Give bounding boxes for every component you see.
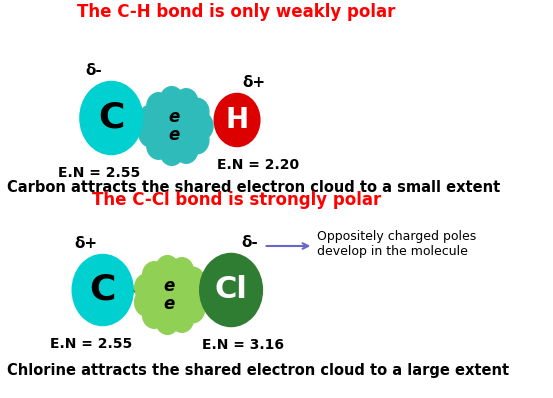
Circle shape <box>175 136 198 163</box>
Circle shape <box>181 267 205 295</box>
Circle shape <box>215 94 259 146</box>
Circle shape <box>156 307 179 334</box>
Text: H: H <box>226 106 249 134</box>
Circle shape <box>80 82 142 154</box>
Circle shape <box>134 289 158 316</box>
Circle shape <box>73 255 133 325</box>
Text: E.N = 2.55: E.N = 2.55 <box>50 337 132 351</box>
Text: E.N = 3.16: E.N = 3.16 <box>202 338 284 352</box>
Text: Cl: Cl <box>215 275 248 304</box>
Circle shape <box>156 256 179 283</box>
Circle shape <box>143 262 166 289</box>
Text: e: e <box>168 108 179 126</box>
Circle shape <box>185 281 208 309</box>
Text: Chlorine attracts the shared electron cloud to a large extent: Chlorine attracts the shared electron cl… <box>7 363 509 378</box>
Circle shape <box>185 126 209 154</box>
Text: Oppositely charged poles
develop in the molecule: Oppositely charged poles develop in the … <box>317 230 476 258</box>
Circle shape <box>170 258 194 285</box>
Circle shape <box>139 105 163 133</box>
Text: The C-Cl bond is strongly polar: The C-Cl bond is strongly polar <box>92 191 381 209</box>
Circle shape <box>147 93 170 120</box>
Text: E.N = 2.55: E.N = 2.55 <box>58 166 140 180</box>
Text: δ-: δ- <box>242 235 258 250</box>
Circle shape <box>200 254 262 326</box>
Circle shape <box>134 274 158 301</box>
Circle shape <box>181 295 205 323</box>
Text: C: C <box>90 273 116 307</box>
Text: e: e <box>168 126 179 144</box>
Circle shape <box>190 112 213 140</box>
Circle shape <box>160 138 184 165</box>
Circle shape <box>185 98 209 126</box>
Ellipse shape <box>143 266 200 324</box>
Text: δ+: δ+ <box>243 75 266 90</box>
Text: δ-: δ- <box>86 63 102 78</box>
Text: e: e <box>164 295 175 313</box>
Text: Carbon attracts the shared electron cloud to a small extent: Carbon attracts the shared electron clou… <box>7 180 500 195</box>
Circle shape <box>160 87 184 114</box>
Text: The C-H bond is only weakly polar: The C-H bond is only weakly polar <box>77 3 396 21</box>
Text: e: e <box>164 277 175 295</box>
Circle shape <box>139 120 163 147</box>
Text: C: C <box>98 101 124 135</box>
Text: E.N = 2.20: E.N = 2.20 <box>217 158 299 172</box>
Ellipse shape <box>147 97 204 155</box>
Text: δ+: δ+ <box>74 236 97 251</box>
Circle shape <box>143 301 166 328</box>
Circle shape <box>170 305 194 332</box>
Circle shape <box>147 132 170 159</box>
Circle shape <box>175 89 198 116</box>
